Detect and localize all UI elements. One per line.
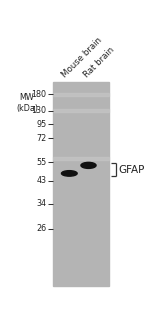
Ellipse shape bbox=[61, 170, 77, 176]
Ellipse shape bbox=[81, 162, 96, 169]
Text: 95: 95 bbox=[36, 120, 47, 129]
Text: Mouse brain: Mouse brain bbox=[60, 36, 104, 79]
Bar bbox=[53, 82, 109, 286]
Bar bbox=[53, 157, 109, 160]
Text: MW
(kDa): MW (kDa) bbox=[16, 93, 38, 113]
Text: Rat brain: Rat brain bbox=[82, 45, 116, 79]
Text: 55: 55 bbox=[36, 157, 47, 167]
Text: GFAP: GFAP bbox=[118, 165, 144, 175]
Text: 26: 26 bbox=[37, 224, 47, 233]
Text: 43: 43 bbox=[37, 176, 47, 185]
Text: 34: 34 bbox=[37, 199, 47, 208]
Text: 72: 72 bbox=[36, 134, 47, 143]
Text: 180: 180 bbox=[32, 90, 47, 99]
Bar bbox=[53, 93, 109, 96]
Bar bbox=[53, 110, 109, 112]
Text: 130: 130 bbox=[32, 106, 47, 115]
